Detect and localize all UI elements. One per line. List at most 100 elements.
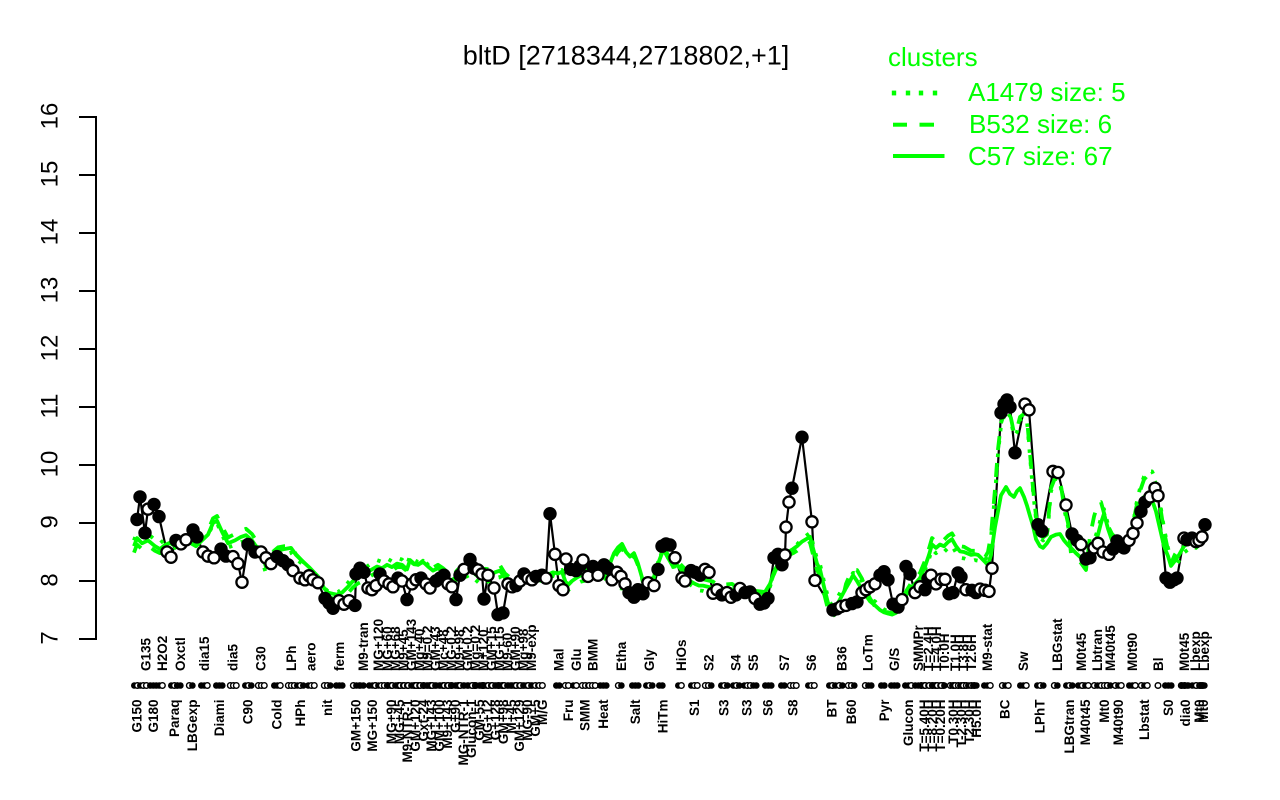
svg-text:GM+98: GM+98 <box>496 699 511 744</box>
svg-text:Diami: Diami <box>212 700 227 737</box>
svg-text:B36: B36 <box>834 646 849 671</box>
svg-text:9: 9 <box>37 515 64 528</box>
svg-text:dia15: dia15 <box>197 636 212 671</box>
svg-text:S6: S6 <box>760 699 775 716</box>
svg-text:Cold: Cold <box>270 700 285 730</box>
svg-text:aero: aero <box>304 642 319 671</box>
svg-text:MG+68: MG+68 <box>388 626 403 671</box>
svg-text:Lbstat: Lbstat <box>1137 699 1152 740</box>
svg-text:GM+90: GM+90 <box>508 626 523 671</box>
svg-text:Glu: Glu <box>569 649 584 672</box>
svg-text:MG+45: MG+45 <box>392 699 407 744</box>
svg-text:15: 15 <box>37 161 64 188</box>
svg-text:C57 size: 67: C57 size: 67 <box>968 141 1113 171</box>
svg-text:G+128: G+128 <box>488 699 503 740</box>
svg-text:A1479 size: 5: A1479 size: 5 <box>968 77 1126 107</box>
svg-text:Sw: Sw <box>1016 651 1031 671</box>
svg-text:T2.30H: T2.30H <box>962 700 977 744</box>
svg-text:T3.8H: T3.8H <box>956 634 971 671</box>
svg-text:LoTm: LoTm <box>861 634 876 671</box>
svg-text:GM+5: GM+5 <box>528 699 543 737</box>
svg-text:G150: G150 <box>129 700 144 733</box>
svg-text:10: 10 <box>37 451 64 478</box>
svg-text:G/S: G/S <box>887 648 902 671</box>
svg-text:HiOs: HiOs <box>674 639 689 671</box>
svg-text:SMMPr: SMMPr <box>911 625 926 672</box>
svg-text:T=0.20H: T=0.20H <box>933 700 948 752</box>
svg-text:M9+45: M9+45 <box>396 629 411 671</box>
svg-text:T=2.4H: T=2.4H <box>921 626 936 671</box>
svg-text:C30: C30 <box>253 646 268 671</box>
svg-text:G+90: G+90 <box>448 700 463 733</box>
svg-text:Salt: Salt <box>628 699 643 724</box>
svg-text:S5: S5 <box>746 654 761 671</box>
svg-text:S6: S6 <box>804 654 819 671</box>
svg-text:M0t45: M0t45 <box>1074 632 1089 671</box>
svg-text:T1.0H: T1.0H <box>948 634 963 671</box>
svg-text:S0: S0 <box>1161 700 1176 717</box>
svg-text:T0:0H: T0:0H <box>937 633 952 671</box>
svg-text:M40t90: M40t90 <box>1111 700 1126 746</box>
svg-text:Lbtran: Lbtran <box>1090 629 1105 671</box>
svg-text:T-2.30H: T-2.30H <box>954 700 969 748</box>
svg-text:LPh: LPh <box>284 646 299 672</box>
svg-text:LPhT: LPhT <box>1032 699 1047 733</box>
svg-text:BT: BT <box>825 699 840 718</box>
svg-text:Lbexp: Lbexp <box>1188 631 1203 671</box>
svg-text:Paraq: Paraq <box>167 700 182 738</box>
svg-text:8: 8 <box>37 573 64 586</box>
svg-text:dia5: dia5 <box>225 643 240 671</box>
svg-text:12: 12 <box>37 335 64 362</box>
svg-text:M40t45: M40t45 <box>1078 699 1093 745</box>
svg-text:Mt0: Mt0 <box>1097 700 1112 723</box>
svg-text:T=5.40H: T=5.40H <box>917 700 932 752</box>
svg-text:H2O2: H2O2 <box>155 636 170 671</box>
svg-text:Mal: Mal <box>551 648 566 671</box>
svg-text:B532 size: 6: B532 size: 6 <box>969 109 1112 139</box>
svg-text:MG-0.2: MG-0.2 <box>444 626 459 671</box>
svg-text:Mc+48: Mc+48 <box>436 629 451 671</box>
svg-text:Heat: Heat <box>596 699 611 729</box>
svg-text:B60: B60 <box>844 700 859 725</box>
svg-text:clusters: clusters <box>888 42 978 72</box>
svg-text:T=4.0H: T=4.0H <box>929 626 944 671</box>
svg-text:16: 16 <box>37 103 64 130</box>
svg-text:Glucon-1: Glucon-1 <box>464 699 479 758</box>
svg-text:Gxt-24: Gxt-24 <box>416 699 431 742</box>
svg-text:Pyr: Pyr <box>877 699 892 722</box>
svg-text:S3: S3 <box>717 699 732 716</box>
svg-text:S2: S2 <box>701 654 716 671</box>
svg-text:Mt0: Mt0 <box>1192 700 1207 723</box>
svg-text:M0t45: M0t45 <box>1177 632 1192 671</box>
svg-text:S8: S8 <box>786 699 801 716</box>
svg-text:GM-0.2: GM-0.2 <box>460 626 475 671</box>
svg-text:LBGexp: LBGexp <box>185 700 200 752</box>
svg-text:14: 14 <box>37 219 64 246</box>
svg-text:Glucon: Glucon <box>901 700 916 747</box>
svg-text:M+120: M+120 <box>476 629 491 671</box>
svg-text:M/G: M/G <box>535 700 550 726</box>
svg-text:MG+15: MG+15 <box>492 626 507 671</box>
svg-text:LBGtran: LBGtran <box>1062 700 1077 754</box>
svg-text:11: 11 <box>37 394 64 419</box>
svg-text:M9-stat: M9-stat <box>980 623 995 671</box>
svg-text:M9-exp: M9-exp <box>524 624 539 671</box>
svg-text:13: 13 <box>37 277 64 304</box>
svg-text:nit: nit <box>320 699 335 716</box>
svg-text:BC: BC <box>997 699 1012 719</box>
svg-text:HiTm: HiTm <box>655 700 670 734</box>
svg-text:G135: G135 <box>138 637 153 671</box>
svg-text:S3: S3 <box>740 699 755 716</box>
svg-text:M0t90: M0t90 <box>1125 633 1140 671</box>
svg-text:GM+143: GM+143 <box>404 618 419 671</box>
svg-text:GM+150: GM+150 <box>349 700 364 752</box>
svg-text:Bl: Bl <box>1151 658 1166 672</box>
svg-text:GM+129: GM+129 <box>512 700 527 752</box>
svg-text:T=8.20H: T=8.20H <box>925 700 940 752</box>
svg-text:ferm: ferm <box>332 642 347 671</box>
svg-text:M9-tran: M9-tran <box>356 622 371 671</box>
svg-text:T2.6H: T2.6H <box>964 634 979 671</box>
svg-text:C90: C90 <box>241 700 256 725</box>
svg-text:GM+15: GM+15 <box>484 626 499 671</box>
svg-text:MG+90: MG+90 <box>384 700 399 745</box>
